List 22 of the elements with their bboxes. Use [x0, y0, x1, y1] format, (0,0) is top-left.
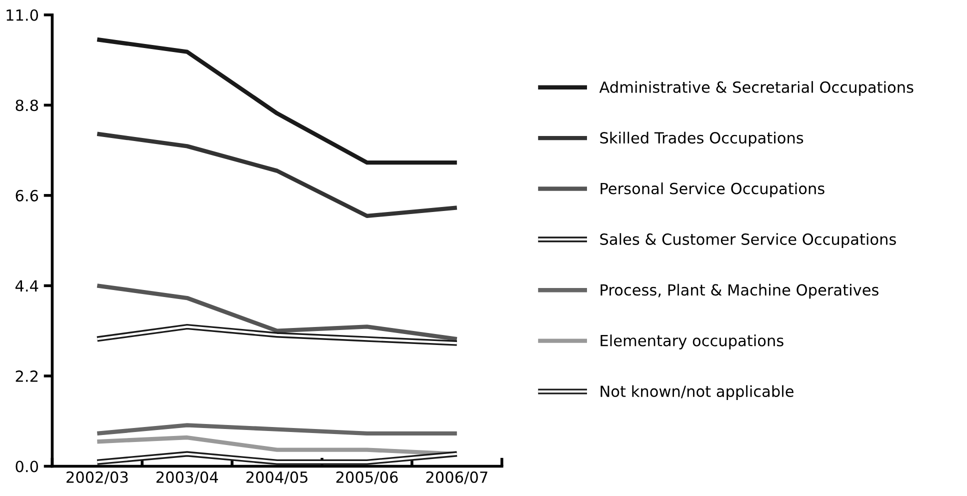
x-tick-label: 2004/05 [246, 471, 308, 484]
y-tick-label: 0.0 [16, 460, 38, 472]
x-tick-label: 2002/03 [66, 471, 128, 484]
legend-label: Process, Plant & Machine Operatives [600, 284, 878, 299]
x-tick-label: 2006/07 [426, 471, 488, 484]
x-tick-label: 2003/04 [156, 471, 218, 484]
line-series [95, 284, 459, 342]
line-series [95, 37, 459, 165]
line-series [95, 435, 459, 456]
line-series [95, 132, 459, 218]
y-tick-label: 6.6 [16, 190, 38, 202]
y-tick-label: 2.2 [16, 370, 38, 382]
legend-label: Not known/not applicable [600, 385, 794, 400]
y-tick-label: 4.4 [15, 280, 38, 292]
legend-label: Personal Service Occupations [600, 182, 824, 198]
y-tick-label: 11.0 [6, 9, 38, 21]
legend-label: Skilled Trades Occupations [600, 132, 804, 147]
y-tick-label: 8.8 [16, 100, 38, 112]
legend-label: Sales & Customer Service Occupations [600, 233, 896, 248]
legend-label: Elementary occupations [600, 334, 784, 350]
legend-label: Administrative & Secretarial Occupations [599, 81, 914, 96]
x-tick-label: 2005/06 [336, 471, 398, 484]
